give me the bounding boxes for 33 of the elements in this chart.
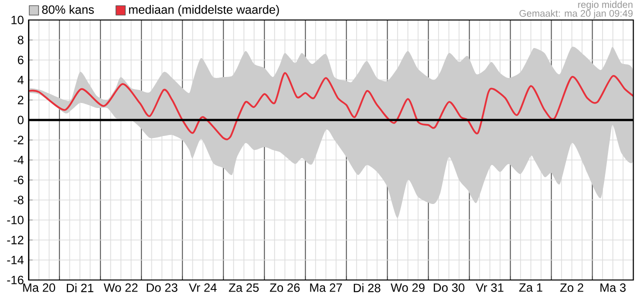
y-tick-label: -8 bbox=[14, 196, 24, 204]
y-tick-label: 6 bbox=[18, 56, 24, 64]
y-tick-label: 2 bbox=[18, 96, 24, 104]
x-tick-label: Wo 22 bbox=[104, 283, 138, 292]
x-tick-label: Ma 3 bbox=[600, 283, 626, 292]
y-tick-label: -2 bbox=[14, 136, 24, 144]
x-tick-label: Di 28 bbox=[354, 283, 380, 292]
x-tick-label: Di 21 bbox=[66, 283, 94, 292]
x-tick-label: Vr 24 bbox=[188, 283, 217, 292]
x-tick-label: Do 30 bbox=[434, 283, 464, 292]
x-tick-label: Vr 31 bbox=[476, 283, 504, 292]
y-tick-label: 10 bbox=[12, 16, 24, 24]
legend-label: 80% kans bbox=[42, 5, 94, 14]
y-tick-label: -14 bbox=[7, 256, 24, 264]
x-tick-label: Za 25 bbox=[228, 283, 259, 292]
y-tick-label: -16 bbox=[7, 276, 24, 284]
y-tick-label: 4 bbox=[18, 76, 24, 84]
x-tick-label: Ma 27 bbox=[310, 283, 342, 292]
x-tick-label: Ma 20 bbox=[23, 283, 56, 292]
y-tick-label: -10 bbox=[7, 216, 24, 224]
y-tick-label: 0 bbox=[18, 116, 24, 124]
x-tick-label: Zo 2 bbox=[560, 283, 584, 292]
text: Gemaakt: ma 20 jan 09:49 bbox=[520, 10, 633, 19]
legend-label: mediaan (middelste waarde) bbox=[129, 5, 279, 16]
text: regio midden bbox=[578, 0, 632, 10]
y-tick-label: -4 bbox=[14, 156, 24, 164]
y-tick-label: -6 bbox=[14, 176, 24, 184]
y-tick-label: 8 bbox=[18, 36, 24, 44]
x-tick-label: Do 23 bbox=[146, 283, 178, 292]
x-tick-label: Za 1 bbox=[519, 283, 542, 292]
x-tick-label: Wo 29 bbox=[390, 283, 425, 292]
y-tick-label: -12 bbox=[7, 236, 24, 244]
x-tick-label: Zo 26 bbox=[270, 283, 300, 292]
